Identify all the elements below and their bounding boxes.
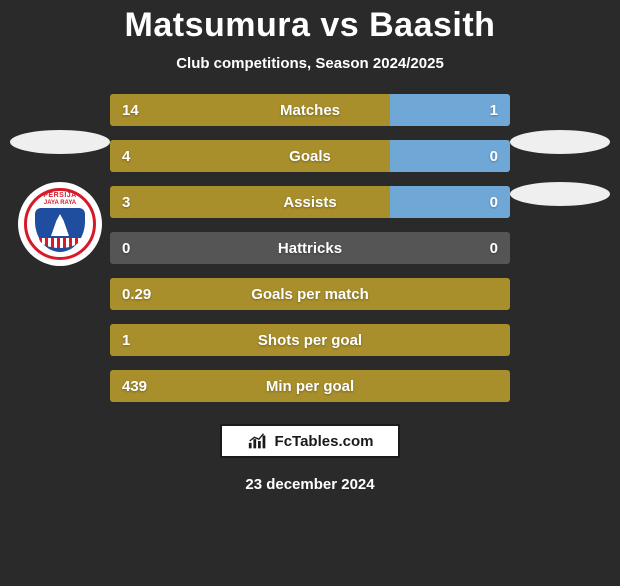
stat-value-right: 0 <box>490 232 498 264</box>
club-name: PERSIJA <box>18 192 102 199</box>
left-side-column: PERSIJA JAYA RAYA <box>10 130 110 266</box>
stat-value-right: 0 <box>490 140 498 172</box>
club-subtext: JAYA RAYA <box>18 200 102 206</box>
stat-label: Goals per match <box>110 278 510 310</box>
stat-label: Assists <box>110 186 510 218</box>
right-side-column <box>510 130 610 234</box>
player2-ellipse-icon <box>510 130 610 154</box>
stat-label: Min per goal <box>110 370 510 402</box>
stat-row: 14Matches1 <box>110 94 510 126</box>
stat-row: 439Min per goal <box>110 370 510 402</box>
stat-row: 4Goals0 <box>110 140 510 172</box>
stat-label: Hattricks <box>110 232 510 264</box>
page-title: Matsumura vs Baasith <box>0 6 620 45</box>
stat-label: Matches <box>110 94 510 126</box>
player2-ellipse-icon <box>510 182 610 206</box>
site-badge: FcTables.com <box>220 424 400 458</box>
stat-label: Shots per goal <box>110 324 510 356</box>
player1-ellipse-icon <box>10 130 110 154</box>
stat-label: Goals <box>110 140 510 172</box>
stat-row: 0Hattricks0 <box>110 232 510 264</box>
stat-row: 0.29Goals per match <box>110 278 510 310</box>
chart-icon <box>247 431 269 451</box>
footer-date: 23 december 2024 <box>0 476 620 493</box>
stat-row: 1Shots per goal <box>110 324 510 356</box>
stat-row: 3Assists0 <box>110 186 510 218</box>
stats-rows: 14Matches14Goals03Assists00Hattricks00.2… <box>110 94 510 402</box>
player1-club-badge: PERSIJA JAYA RAYA <box>18 182 102 266</box>
stat-value-right: 1 <box>490 94 498 126</box>
stat-value-right: 0 <box>490 186 498 218</box>
site-name: FcTables.com <box>275 433 374 450</box>
subtitle: Club competitions, Season 2024/2025 <box>0 55 620 72</box>
